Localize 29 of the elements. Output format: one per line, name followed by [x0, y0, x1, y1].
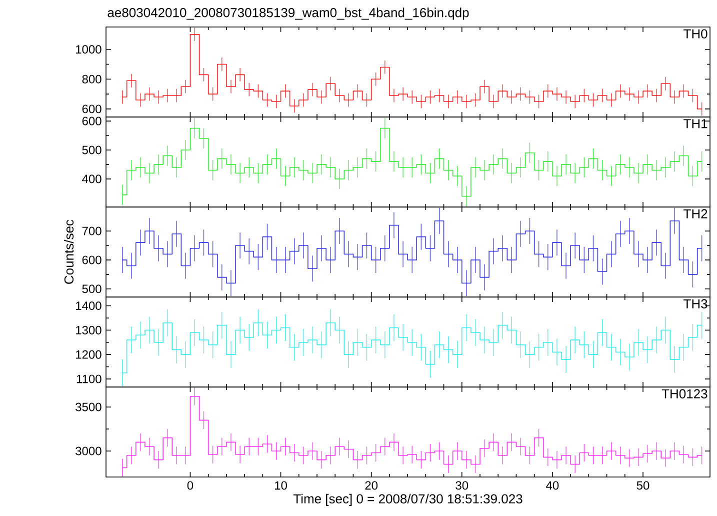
y-tick-label: 1200 [76, 350, 102, 359]
y-tick-label: 400 [82, 174, 102, 184]
y-tick-label: 600 [82, 116, 102, 126]
series-label: TH3 [684, 299, 708, 308]
series-label: TH2 [684, 209, 708, 218]
y-axis-title: Counts/sec [64, 220, 74, 284]
text: TH0123 [662, 389, 708, 398]
x-axis-title: Time [sec] 0 = 2008/07/30 18:51:39.023 [293, 494, 522, 506]
y-tick-label: 500 [82, 146, 102, 154]
x-tick-label: 20 [365, 481, 378, 490]
y-tick-label: 800 [82, 74, 102, 84]
text: TH0 [684, 29, 708, 38]
x-tick-label: 30 [456, 481, 468, 490]
y-tick-label: 3500 [76, 402, 102, 412]
x-tick-label: 10 [275, 481, 287, 490]
y-tick-label: 600 [82, 256, 102, 264]
y-tick-label: 1000 [76, 45, 102, 54]
text: TH1 [684, 119, 708, 128]
x-tick-label: 40 [546, 481, 559, 490]
y-tick-label: 700 [82, 226, 102, 236]
x-tick-label: 50 [636, 481, 650, 490]
chart-title: ae803042010_20080730185139_wam0_bst_4band_16bin.qdp [108, 8, 469, 20]
y-tick-label: 3000 [76, 446, 102, 456]
y-tick-label: 1300 [76, 326, 102, 334]
y-tick-label: 500 [82, 284, 102, 294]
y-tick-label: 1100 [76, 374, 102, 384]
x-tick-label: 0 [187, 481, 194, 490]
y-tick-label: 600 [82, 104, 102, 114]
y-tick-label: 1400 [76, 302, 102, 310]
